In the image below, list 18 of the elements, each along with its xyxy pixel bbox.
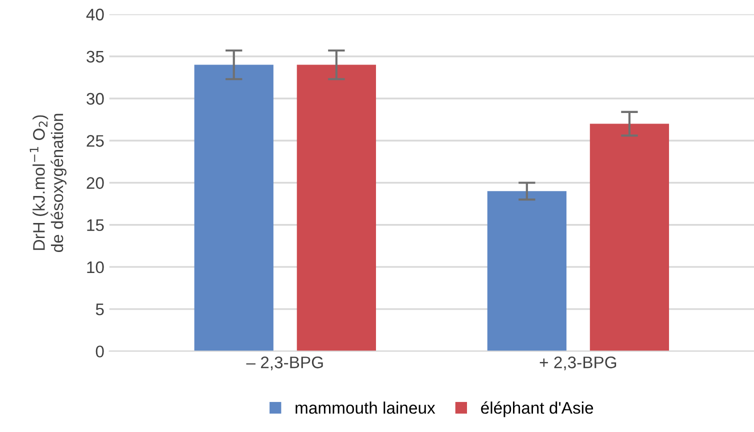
- y-tick-label: 35: [86, 50, 104, 63]
- y-tick-label: 30: [86, 92, 104, 105]
- x-tick-label: – 2,3-BPG: [246, 356, 323, 370]
- y-tick-label: 40: [86, 8, 104, 20]
- y-tick-label: 10: [87, 261, 104, 274]
- legend-label: mammouth laineux: [296, 402, 436, 414]
- legend-label: éléphant d'Asie: [481, 401, 594, 418]
- y-tick-label: 0: [96, 346, 104, 358]
- y-tick-label: 25: [86, 135, 104, 147]
- bar: [590, 124, 670, 352]
- bar: [487, 191, 566, 352]
- x-tick-label: + 2,3-BPG: [540, 356, 616, 370]
- bar: [194, 64, 274, 352]
- y-tick-label: 15: [87, 219, 104, 232]
- y-tick-label: 20: [86, 177, 104, 189]
- y-axis-title: DrH (kJ.mol$^{−1}$ O$_{2}$) de désoxygénation: [30, 114, 66, 252]
- bar: [296, 64, 376, 352]
- y-tick-label: 5: [96, 304, 104, 316]
